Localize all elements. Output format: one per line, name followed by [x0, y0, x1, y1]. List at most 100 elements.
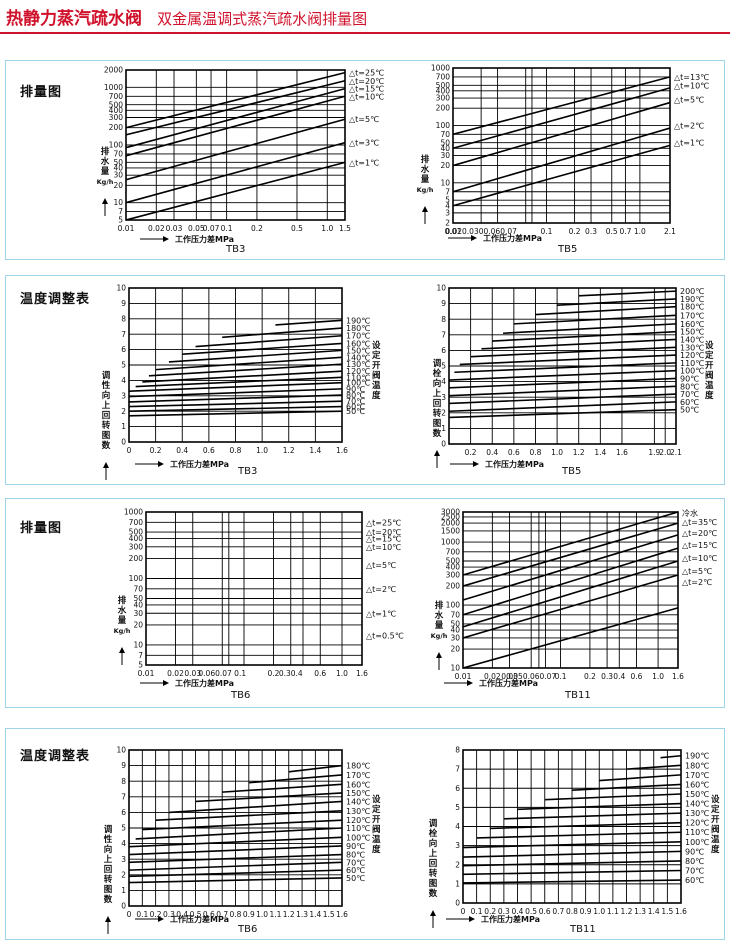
- x-tick-label: 0.6: [508, 448, 520, 457]
- series-line-3: [195, 792, 343, 803]
- series-caption-char: 温: [711, 834, 720, 845]
- x-axis-arrow-head: [471, 235, 477, 241]
- gridlines: [125, 69, 346, 221]
- series-label-3: △t=10℃: [349, 92, 384, 101]
- y-tick-label: 200: [446, 582, 461, 591]
- series-line-10: [448, 369, 677, 381]
- y-axis-caption-char: 量: [118, 615, 127, 626]
- x-tick-label: 1.0: [321, 224, 333, 233]
- y-axis-caption-char: 栓: [429, 828, 438, 839]
- series-line-3: [182, 342, 343, 356]
- y-tick-label: 9: [121, 299, 126, 308]
- x-tick-label: 1.2: [621, 907, 633, 916]
- x-tick-label: 1.1: [269, 910, 281, 919]
- series-label-3: △t=2℃: [674, 121, 704, 130]
- x-tick-label: 0.4: [176, 446, 188, 455]
- y-tick-label: 2000: [104, 66, 123, 75]
- y-tick-label: 700: [446, 547, 461, 556]
- chart-title: TB11: [569, 924, 596, 935]
- x-tick-label: 0.060.07 0.1: [198, 669, 246, 678]
- y-axis-arrow-head: [436, 652, 442, 658]
- series-label-4: 160℃: [680, 320, 704, 329]
- y-axis-caption-char: 栓: [433, 368, 442, 379]
- x-tick-label: 1.0: [256, 910, 268, 919]
- y-tick-label: 70: [113, 150, 123, 159]
- series-line-3: [571, 783, 682, 791]
- chart-title: TB11: [564, 690, 591, 701]
- y-axis-arrow-head: [119, 647, 125, 653]
- x-tick-label: 1.2: [283, 446, 295, 455]
- y-tick-label: 40: [113, 164, 123, 173]
- x-tick-label: 1.0: [634, 227, 646, 236]
- series-label-1: 180℃: [685, 761, 709, 770]
- x-tick-label: 0.6: [203, 910, 215, 919]
- x-tick-label: 0.01: [118, 224, 135, 233]
- plot-frame: [125, 69, 346, 221]
- y-tick-label: 400: [109, 106, 124, 115]
- x-tick-label: 0.4: [176, 910, 188, 919]
- series-caption-char: 定: [371, 350, 381, 361]
- section-label-discharge-2: 排量图: [20, 521, 63, 536]
- series-line-9: [128, 845, 343, 856]
- series-line-7: [490, 821, 682, 830]
- series-line-9: [462, 841, 682, 849]
- y-tick-label: 300: [436, 94, 451, 103]
- y-tick-label: 100: [446, 601, 461, 610]
- series-line-2: [222, 783, 343, 793]
- series-label-13: 60℃: [685, 876, 704, 885]
- x-tick-label: 0.30.4: [279, 669, 303, 678]
- y-tick-label: 1000: [431, 64, 450, 73]
- y-tick-label: 5: [121, 824, 126, 833]
- series-label-3: 160℃: [346, 339, 370, 348]
- series-line-2: [452, 101, 671, 167]
- x-tick-label: 0.3: [601, 672, 613, 681]
- x-axis-caption: 工作压力差MPa: [485, 459, 544, 469]
- y-axis-caption-char: 上: [104, 854, 113, 865]
- series-line-10: [128, 388, 343, 398]
- series-caption-char: 度: [711, 844, 720, 855]
- y-tick-label: 40: [450, 626, 460, 635]
- series-label-3: △t=10℃: [366, 543, 401, 552]
- series-caption-char: 温: [705, 380, 714, 391]
- x-tick-label: 1.4: [648, 907, 660, 916]
- x-axis-arrow-head: [467, 680, 473, 686]
- series-line-2: [125, 87, 346, 149]
- y-tick-label: 10: [133, 641, 143, 650]
- series-label-5: △t=2℃: [366, 585, 396, 594]
- series-line-5: [462, 574, 679, 639]
- series-caption-char: 阀: [372, 370, 381, 381]
- series-label-10: 90℃: [346, 385, 365, 394]
- series-label-10: 80℃: [346, 851, 365, 860]
- x-tick-label: 0.01: [138, 669, 155, 678]
- series-label-6: 130℃: [685, 809, 709, 818]
- series-label-8: 110℃: [346, 373, 370, 382]
- series-label-6: △t=1℃: [366, 609, 396, 618]
- y-tick-label: 9: [441, 299, 446, 308]
- series-line-11: [462, 860, 682, 867]
- plot-frame: [462, 511, 679, 669]
- series-label-7: 120℃: [346, 367, 370, 376]
- series-label-13: 50℃: [346, 874, 365, 883]
- y-tick-label: 5: [441, 362, 446, 371]
- y-axis-caption-char: Kg/h: [114, 627, 131, 635]
- y-tick-label: 6: [455, 784, 460, 793]
- x-tick-label: 0.2: [465, 448, 477, 457]
- series-label-0: 190℃: [346, 316, 370, 325]
- series-caption-char: 阀: [711, 824, 720, 835]
- chart-tb6-discharge: 0.01 0.02 0.030.060.07 0.1 0.2 0.30.4 0.6 1.0 1…: [114, 508, 404, 701]
- y-tick-label: 20: [450, 645, 460, 654]
- series-line-13: [448, 393, 677, 405]
- series-line-13: [128, 877, 343, 884]
- y-tick-label: 4: [441, 377, 446, 386]
- y-axis-arrow-head: [434, 450, 440, 456]
- x-axis-caption: 工作压力差MPa: [175, 678, 234, 688]
- y-tick-label: 8: [121, 777, 126, 786]
- x-tick-label: 0.7: [619, 227, 631, 236]
- series-caption-char: 度: [372, 390, 381, 401]
- y-axis-caption-char: 转: [102, 420, 111, 431]
- series-label-8: 110℃: [685, 828, 709, 837]
- y-tick-label: 8: [441, 315, 446, 324]
- gridlines: [449, 287, 677, 445]
- y-tick-label: 4: [455, 822, 460, 831]
- y-tick-label: 5: [445, 196, 450, 205]
